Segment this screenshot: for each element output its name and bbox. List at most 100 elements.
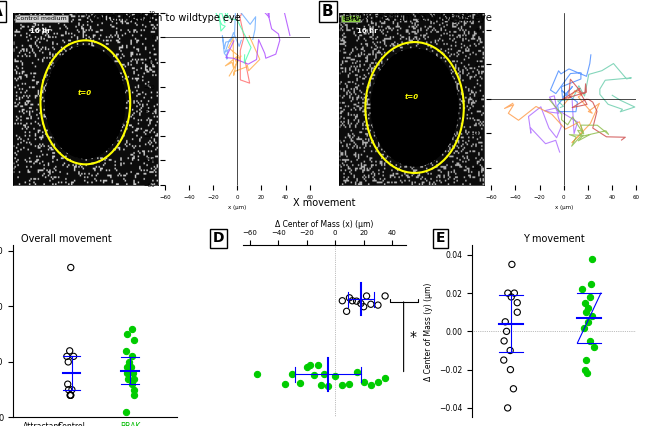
Point bbox=[358, 303, 369, 310]
Point bbox=[62, 381, 73, 388]
Point bbox=[580, 299, 591, 306]
Text: 16 hr: 16 hr bbox=[31, 29, 51, 35]
X-axis label: x (μm): x (μm) bbox=[228, 205, 247, 210]
Point bbox=[127, 353, 137, 360]
Point bbox=[129, 386, 139, 393]
Point bbox=[337, 381, 347, 388]
Point bbox=[585, 294, 595, 300]
Point bbox=[124, 359, 134, 366]
Point bbox=[295, 379, 305, 386]
Point bbox=[341, 308, 352, 315]
Point bbox=[122, 331, 132, 337]
Point bbox=[344, 294, 354, 301]
Point bbox=[512, 299, 522, 306]
Point bbox=[344, 381, 354, 388]
Point bbox=[502, 290, 513, 296]
Point bbox=[587, 313, 597, 320]
Point bbox=[585, 280, 596, 287]
Point bbox=[580, 366, 590, 373]
Point bbox=[66, 392, 76, 399]
Text: *: * bbox=[410, 330, 416, 344]
Point bbox=[347, 297, 358, 304]
Point bbox=[121, 364, 132, 371]
Point bbox=[373, 378, 383, 385]
Point bbox=[129, 392, 139, 399]
Text: BRAK: BRAK bbox=[342, 16, 359, 21]
Point bbox=[505, 366, 515, 373]
Point bbox=[68, 353, 79, 360]
Point bbox=[507, 261, 517, 268]
Point bbox=[337, 297, 347, 304]
Point bbox=[506, 294, 517, 300]
Text: Overall movement: Overall movement bbox=[21, 234, 112, 245]
Text: t=0: t=0 bbox=[78, 90, 92, 96]
Point bbox=[587, 255, 597, 262]
Ellipse shape bbox=[45, 46, 125, 158]
Point bbox=[585, 337, 595, 344]
Point bbox=[508, 386, 519, 392]
Point bbox=[512, 309, 522, 316]
Point bbox=[316, 382, 326, 389]
Point bbox=[365, 381, 376, 388]
Ellipse shape bbox=[371, 49, 458, 166]
Point bbox=[319, 371, 329, 378]
Point bbox=[576, 286, 587, 293]
Text: E: E bbox=[436, 231, 445, 245]
Point bbox=[502, 405, 513, 412]
Point bbox=[129, 336, 139, 343]
Point bbox=[589, 343, 599, 350]
Point bbox=[498, 357, 509, 363]
Title: X movement: X movement bbox=[293, 198, 356, 208]
Title: Y movement: Y movement bbox=[523, 234, 585, 245]
Text: A: A bbox=[0, 4, 3, 19]
Point bbox=[323, 382, 333, 389]
Point bbox=[583, 318, 593, 325]
Point bbox=[64, 348, 75, 354]
Point bbox=[123, 375, 134, 382]
X-axis label: Δ Center of Mass (x) (μm): Δ Center of Mass (x) (μm) bbox=[275, 220, 374, 229]
Point bbox=[380, 375, 390, 382]
Point bbox=[313, 362, 323, 369]
Point bbox=[121, 348, 131, 354]
Point bbox=[365, 301, 376, 308]
Point bbox=[252, 370, 262, 377]
Point bbox=[122, 370, 132, 377]
Point bbox=[380, 293, 390, 299]
Point bbox=[361, 293, 372, 299]
Point bbox=[582, 370, 593, 377]
Point bbox=[509, 290, 520, 296]
Point bbox=[356, 300, 366, 307]
Point bbox=[129, 375, 140, 382]
Text: D: D bbox=[213, 231, 225, 245]
Point bbox=[500, 318, 511, 325]
Text: t=0: t=0 bbox=[404, 94, 419, 100]
X-axis label: x (μm): x (μm) bbox=[554, 205, 573, 210]
Point bbox=[288, 371, 298, 377]
Point bbox=[127, 325, 137, 332]
Point bbox=[373, 302, 383, 308]
Point bbox=[579, 324, 589, 331]
Point bbox=[505, 347, 515, 354]
Point bbox=[330, 373, 340, 380]
Point bbox=[67, 386, 77, 393]
Point bbox=[304, 362, 315, 368]
Point bbox=[125, 364, 136, 371]
Point bbox=[581, 309, 591, 316]
Point bbox=[64, 386, 74, 393]
Text: 16 hr: 16 hr bbox=[357, 29, 377, 35]
Point bbox=[499, 337, 509, 344]
Point bbox=[351, 298, 361, 305]
Y-axis label: Δ Center of Mass (y) (μm): Δ Center of Mass (y) (μm) bbox=[424, 282, 434, 380]
Point bbox=[302, 364, 312, 371]
Point bbox=[66, 392, 76, 399]
Text: Control medium to wildtype eye: Control medium to wildtype eye bbox=[84, 13, 241, 23]
Point bbox=[501, 328, 511, 335]
Point bbox=[280, 380, 291, 387]
Point bbox=[583, 305, 593, 312]
Point bbox=[66, 264, 76, 271]
Point bbox=[128, 370, 138, 377]
Point bbox=[351, 368, 361, 375]
Point bbox=[121, 409, 131, 415]
Point bbox=[62, 353, 72, 360]
Text: BRAK medium to wildtype eye: BRAK medium to wildtype eye bbox=[344, 13, 492, 23]
